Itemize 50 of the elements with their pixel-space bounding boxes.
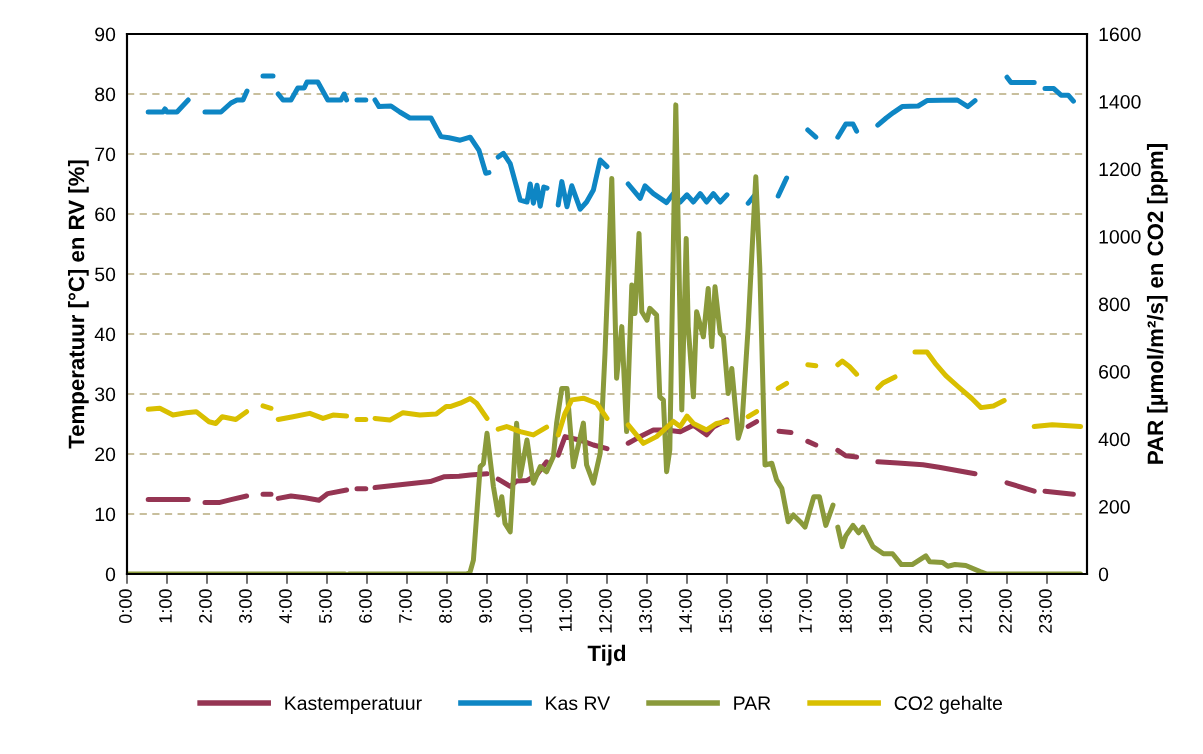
y-tick-label: 70 xyxy=(95,147,116,162)
x-axis-title: Tijd xyxy=(587,644,626,666)
y-tick-label: 20 xyxy=(95,447,116,462)
x-tick-label: 20:00 xyxy=(919,589,932,633)
x-tick-label: 21:00 xyxy=(959,589,972,633)
x-tick-label: 6:00 xyxy=(359,589,372,623)
y2-tick-label: 200 xyxy=(1099,499,1130,514)
y2-tick-label: 1400 xyxy=(1099,94,1141,109)
x-tick-label: 23:00 xyxy=(1039,589,1052,633)
y-tick-label: 90 xyxy=(95,27,116,42)
y-tick-label: 60 xyxy=(95,207,116,222)
y-tick-label: 40 xyxy=(94,327,116,342)
y-tick-label: 80 xyxy=(95,87,116,102)
y2-tick-label: 1200 xyxy=(1099,162,1141,177)
x-tick-label: 13:00 xyxy=(639,589,652,633)
x-tick-label: 16:00 xyxy=(759,589,772,633)
x-tick-label: 5:00 xyxy=(319,589,332,623)
x-tick-label: 9:00 xyxy=(479,589,492,623)
legend-label: Kas RV xyxy=(546,696,611,711)
x-tick-label: 19:00 xyxy=(879,589,892,633)
x-tick-label: 8:00 xyxy=(439,589,452,623)
y2-tick-label: 0 xyxy=(1098,567,1109,582)
legend-label: Kastemperatuur xyxy=(285,696,422,714)
x-tick-label: 15:00 xyxy=(719,589,732,633)
x-tick-label: 22:00 xyxy=(999,589,1012,633)
x-tick-label: 10:00 xyxy=(519,589,532,633)
x-tick-label: 17:00 xyxy=(799,589,812,633)
x-tick-label: 4:00 xyxy=(279,589,292,624)
y-tick-label: 0 xyxy=(105,567,116,582)
y2-tick-label: 1000 xyxy=(1099,229,1141,244)
legend-label: PAR xyxy=(734,696,771,710)
x-tick-label: 11:00 xyxy=(559,589,572,632)
y2-tick-label: 600 xyxy=(1099,364,1130,379)
x-tick-label: 2:00 xyxy=(199,589,212,623)
x-tick-label: 1:00 xyxy=(159,589,172,623)
y-axis-title: Temperatuur [°C] en RV [%] xyxy=(67,160,89,449)
x-tick-label: 18:00 xyxy=(839,589,852,633)
y-tick-label: 10 xyxy=(95,507,116,522)
y-tick-label: 30 xyxy=(95,387,116,402)
x-tick-label: 3:00 xyxy=(239,589,252,624)
y-tick-label: 50 xyxy=(95,267,116,282)
x-tick-label: 7:00 xyxy=(399,589,412,623)
x-tick-label: 0:00 xyxy=(119,589,132,624)
x-tick-label: 12:00 xyxy=(599,589,612,633)
y2-axis-title: PAR [µmol/m²/s] en CO2 [ppm] xyxy=(1146,144,1168,464)
y2-tick-label: 800 xyxy=(1098,297,1130,312)
y2-tick-label: 1600 xyxy=(1099,27,1141,42)
legend-label: CO2 gehalte xyxy=(894,695,1003,714)
x-tick-label: 14:00 xyxy=(679,589,692,633)
y2-tick-label: 400 xyxy=(1098,432,1130,447)
